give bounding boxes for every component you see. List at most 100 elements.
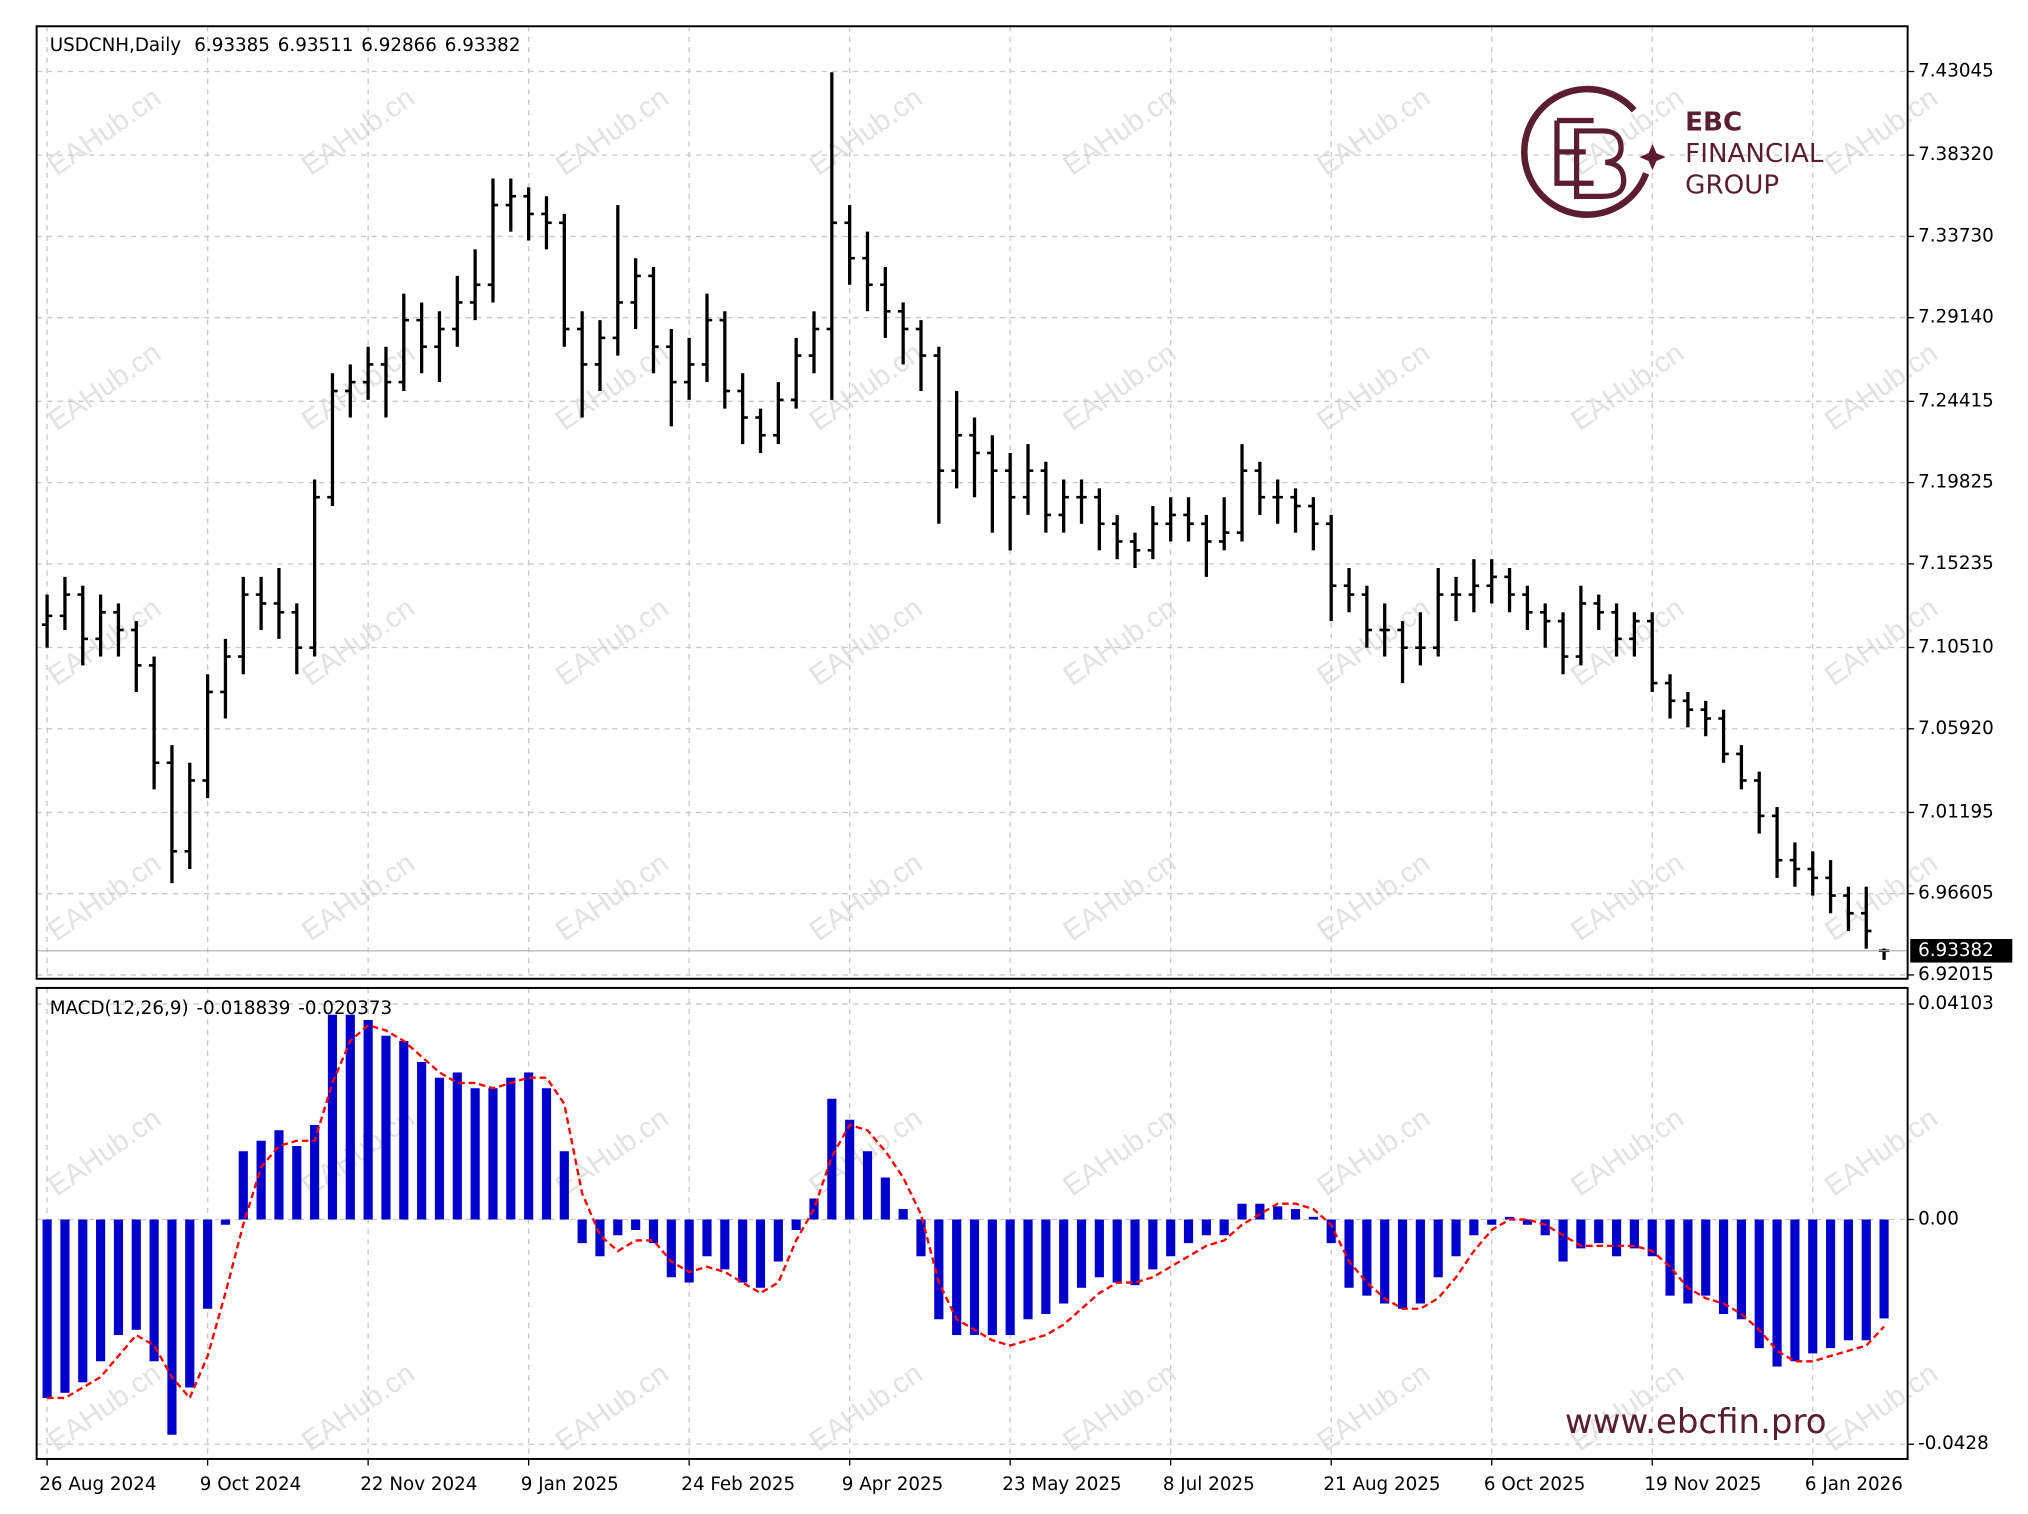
macd-bar	[791, 1219, 801, 1231]
macd-bar	[862, 1151, 873, 1220]
last-price-box	[1910, 938, 2013, 963]
y-tick-label: 7.19825	[1918, 472, 1994, 493]
macd-bar	[1843, 1219, 1853, 1341]
y-tick-label: 7.01195	[1918, 801, 1994, 822]
logo-name: EBC	[1685, 108, 1742, 138]
y-tick-label: 0.00	[1918, 1209, 1959, 1230]
macd-bar	[399, 1040, 409, 1220]
macd-bar	[1772, 1219, 1782, 1367]
macd-bar	[702, 1219, 712, 1257]
macd-bar	[1522, 1219, 1532, 1225]
macd-bar	[1540, 1219, 1550, 1236]
x-tick-label: 21 Aug 2025	[1323, 1474, 1440, 1495]
macd-bar	[42, 1219, 52, 1399]
macd-panel-frame	[35, 986, 1909, 1460]
macd-bar	[292, 1145, 302, 1220]
macd-bar	[96, 1219, 106, 1362]
macd-bar	[185, 1219, 195, 1388]
y-tick-label: 6.96605	[1918, 883, 1994, 904]
macd-bar	[880, 1177, 890, 1220]
macd-bar	[738, 1219, 748, 1283]
macd-bar	[1754, 1219, 1764, 1349]
y-tick-label: 7.43045	[1918, 61, 1994, 82]
x-tick-label: 26 Aug 2024	[39, 1474, 156, 1495]
macd-bar	[78, 1219, 88, 1383]
macd-bar	[1255, 1203, 1265, 1220]
macd-bar	[1808, 1219, 1818, 1354]
macd-bar	[1861, 1219, 1871, 1341]
macd-bar	[916, 1219, 926, 1257]
macd-bar	[1576, 1219, 1586, 1249]
macd-bar	[1041, 1219, 1051, 1315]
macd-bar	[684, 1219, 694, 1283]
macd-bar	[167, 1219, 177, 1435]
x-tick-label: 24 Feb 2025	[681, 1474, 795, 1495]
macd-bar	[1558, 1219, 1568, 1262]
macd-bar	[1397, 1219, 1408, 1309]
macd-bar	[274, 1130, 284, 1220]
macd-bar	[1665, 1219, 1675, 1296]
macd-bar	[898, 1208, 908, 1220]
y-tick-label: 7.33730	[1918, 225, 1994, 246]
macd-bar	[577, 1219, 587, 1244]
macd-bar	[845, 1119, 855, 1220]
macd-bar	[434, 1077, 445, 1220]
macd-bar	[310, 1124, 320, 1220]
macd-bar	[755, 1219, 766, 1288]
macd-bar	[524, 1072, 534, 1220]
macd-bar	[1005, 1219, 1015, 1336]
open: 6.93385	[194, 35, 270, 56]
macd-bar	[1076, 1219, 1087, 1288]
x-tick-label: 23 May 2025	[1002, 1474, 1121, 1495]
macd-bar	[1380, 1219, 1390, 1304]
macd-bar	[488, 1088, 498, 1220]
price-header: USDCNH,Daily 6.93385 6.93511 6.92866 6.93382	[50, 35, 521, 56]
x-tick-label: 6 Oct 2025	[1484, 1474, 1585, 1495]
macd-bar	[1790, 1219, 1800, 1362]
macd-bar	[648, 1219, 659, 1244]
macd-bar	[1237, 1203, 1247, 1220]
signal-line	[47, 1023, 1885, 1401]
macd-bar	[773, 1219, 783, 1262]
macd-bar	[417, 1061, 427, 1220]
macd-bar	[1308, 1216, 1318, 1220]
macd-bar	[256, 1140, 266, 1220]
logo-line: FINANCIAL	[1685, 139, 1824, 169]
x-tick-label: 8 Jul 2025	[1163, 1474, 1255, 1495]
y-tick-label: 0.04103	[1918, 993, 1994, 1014]
macd-bar	[1183, 1219, 1194, 1244]
logo-star	[1639, 144, 1666, 171]
indicator-name: MACD(12,26,9)	[50, 998, 189, 1019]
macd-bar	[1344, 1219, 1354, 1288]
x-tick-label: 9 Oct 2024	[200, 1474, 301, 1495]
macd-bar	[345, 1014, 355, 1220]
macd-bar	[149, 1219, 159, 1362]
macd-last: -0.018839	[197, 998, 291, 1019]
macd-bar	[1451, 1219, 1461, 1257]
logo: EBC FINANCIAL GROUP	[1520, 85, 1824, 218]
macd-bar	[1219, 1219, 1229, 1236]
macd-bar	[1130, 1219, 1140, 1286]
macd-bar	[1647, 1219, 1657, 1257]
price-panel-frame	[35, 25, 1909, 980]
signal-last: -0.020373	[298, 998, 392, 1019]
y-tick-label: 7.29140	[1918, 307, 1994, 328]
website: www.ebcfin.pro	[1565, 1402, 1827, 1442]
macd-bar	[1504, 1216, 1515, 1220]
macd-bar	[1718, 1219, 1729, 1315]
macd-bar	[506, 1077, 516, 1220]
macd-bar	[1201, 1219, 1211, 1236]
macd-bar	[631, 1219, 641, 1231]
macd-bar	[452, 1072, 462, 1220]
macd-bar	[1059, 1219, 1069, 1304]
low: 6.92866	[361, 35, 437, 56]
macd-bar	[595, 1219, 605, 1257]
macd-bar	[1023, 1219, 1033, 1320]
macd-bar	[1166, 1219, 1176, 1257]
macd-bar	[1683, 1219, 1693, 1304]
marks: 6.93382	[36, 72, 2013, 1435]
y-tick-label: 7.15235	[1918, 553, 1994, 574]
high: 6.93511	[278, 35, 354, 56]
